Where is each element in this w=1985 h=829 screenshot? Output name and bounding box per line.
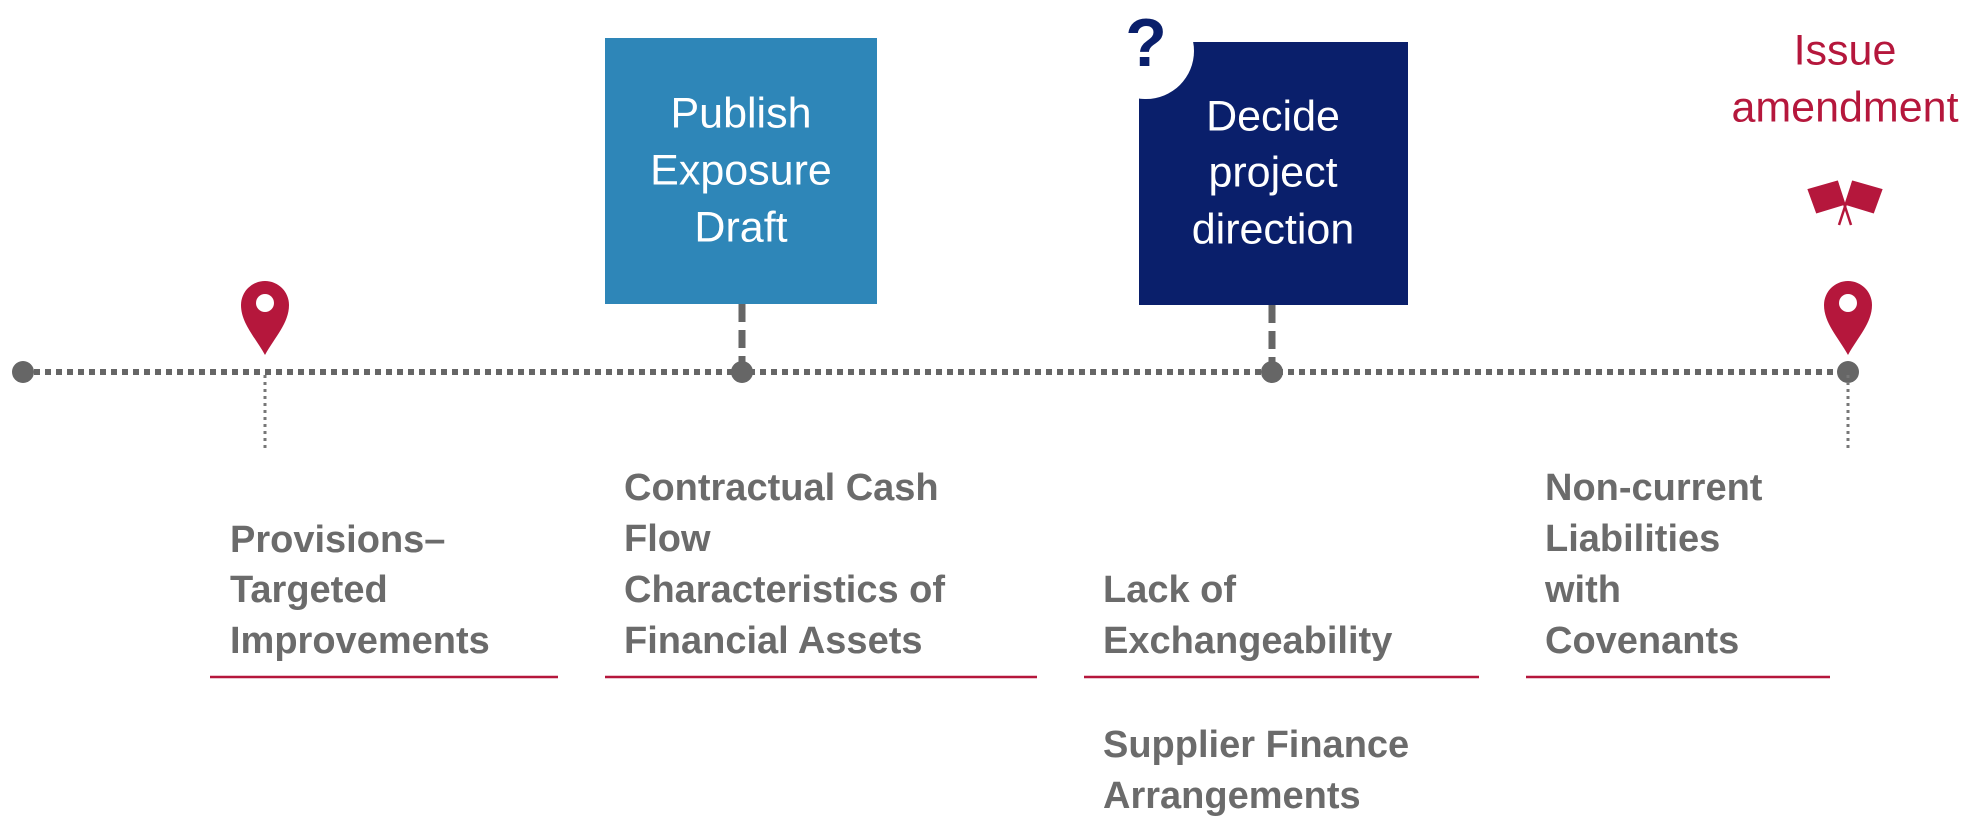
project-text: Characteristics of bbox=[624, 569, 945, 611]
timeline-dot bbox=[1261, 361, 1283, 383]
project-text: Arrangements bbox=[1103, 775, 1361, 817]
milestone-text: amendment bbox=[1731, 83, 1958, 131]
project-text: Financial Assets bbox=[624, 620, 923, 662]
question-badge bbox=[1098, 3, 1194, 99]
project-text: Contractual Cash bbox=[624, 467, 939, 509]
milestone-text: Publish bbox=[670, 89, 811, 137]
project-text: Improvements bbox=[230, 620, 490, 662]
project-text: Lack of bbox=[1103, 569, 1236, 611]
project-text: with bbox=[1544, 569, 1621, 611]
timeline-dot bbox=[1837, 361, 1859, 383]
milestone-text: Exposure bbox=[650, 146, 832, 194]
milestone-box bbox=[1139, 42, 1408, 305]
project-text: Targeted bbox=[230, 569, 388, 611]
milestone-text: Decide bbox=[1206, 92, 1340, 140]
project-text: Supplier Finance bbox=[1103, 724, 1409, 766]
project-text: Exchangeability bbox=[1103, 620, 1392, 662]
question-icon: ? bbox=[1125, 5, 1167, 81]
project-text: Covenants bbox=[1545, 620, 1739, 662]
project-text: Non-current bbox=[1545, 467, 1763, 509]
project-text: Liabilities bbox=[1545, 518, 1720, 560]
milestone-text: direction bbox=[1192, 205, 1355, 253]
pin bbox=[241, 281, 289, 355]
timeline-dot bbox=[731, 361, 753, 383]
milestone-box bbox=[605, 38, 877, 304]
flag-icon bbox=[1807, 180, 1883, 226]
milestone-text: project bbox=[1208, 148, 1337, 196]
pin bbox=[1824, 281, 1872, 355]
milestone-text: Issue bbox=[1794, 26, 1897, 74]
project-text: Provisions– bbox=[230, 519, 445, 561]
milestone-text: Draft bbox=[694, 203, 787, 251]
project-text: Flow bbox=[624, 518, 711, 560]
timeline-dot bbox=[12, 361, 34, 383]
